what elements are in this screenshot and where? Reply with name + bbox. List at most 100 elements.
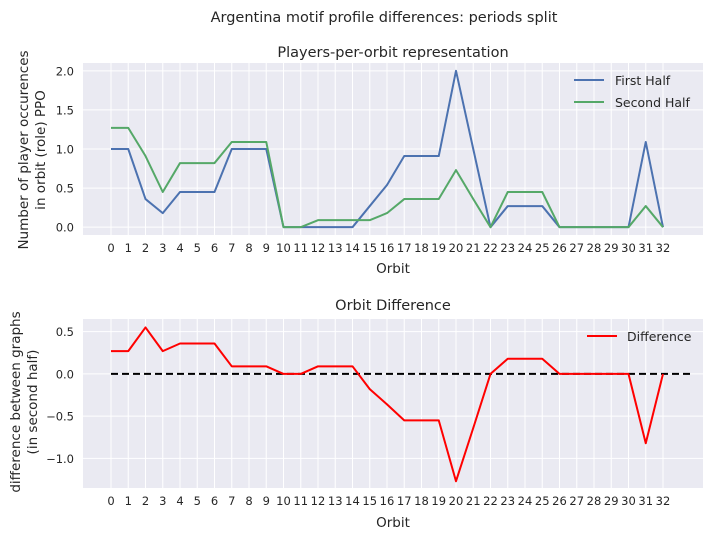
ppo-y-axis-label-line1: Number of player occurences (16, 50, 32, 249)
x-tick-label: 11 (293, 494, 308, 508)
y-tick-label: 0.0 (56, 221, 74, 235)
difference-chart-title: Orbit Difference (335, 298, 451, 314)
difference-y-ticks: −1.0 −0.5 0.0 0.5 (46, 325, 74, 466)
legend-second-half-label: Second Half (615, 95, 691, 110)
ppo-legend: First Half Second Half (574, 73, 691, 110)
difference-y-axis-label-line2: (in second half) (25, 350, 41, 455)
x-tick-label: 3 (159, 494, 166, 508)
x-tick-label: 1 (125, 241, 132, 255)
x-tick-label: 0 (107, 494, 114, 508)
x-tick-label: 13 (328, 494, 343, 508)
y-tick-label: 1.5 (56, 103, 74, 117)
x-tick-label: 26 (552, 241, 567, 255)
y-tick-label: 0.5 (56, 325, 74, 339)
x-tick-label: 30 (621, 494, 636, 508)
x-tick-label: 2 (142, 494, 149, 508)
y-tick-label: −1.0 (46, 452, 74, 466)
x-tick-label: 9 (263, 494, 270, 508)
x-tick-label: 17 (397, 494, 412, 508)
x-tick-label: 31 (638, 494, 653, 508)
x-tick-label: 32 (656, 494, 671, 508)
x-tick-label: 23 (500, 241, 515, 255)
legend-difference-label: Difference (627, 329, 692, 344)
x-tick-label: 26 (552, 494, 567, 508)
x-tick-label: 7 (228, 241, 235, 255)
x-tick-label: 14 (345, 241, 360, 255)
ppo-y-axis-label-line2: in orbit (role) PPO (33, 90, 49, 210)
x-tick-label: 25 (535, 241, 550, 255)
y-tick-label: 2.0 (56, 64, 74, 78)
figure-suptitle: Argentina motif profile differences: per… (211, 10, 558, 26)
x-tick-label: 29 (604, 241, 619, 255)
x-tick-label: 19 (431, 241, 446, 255)
difference-x-axis-label: Orbit (376, 515, 410, 531)
x-tick-label: 16 (380, 241, 395, 255)
ppo-series (111, 69, 664, 229)
x-tick-label: 15 (362, 494, 377, 508)
x-tick-label: 17 (397, 241, 412, 255)
x-tick-label: 16 (380, 494, 395, 508)
x-tick-label: 2 (142, 241, 149, 255)
x-tick-label: 30 (621, 241, 636, 255)
x-tick-label: 4 (176, 241, 183, 255)
x-tick-label: 9 (263, 241, 270, 255)
x-tick-label: 7 (228, 494, 235, 508)
y-tick-label: −0.5 (46, 410, 74, 424)
x-tick-label: 6 (211, 494, 218, 508)
difference-legend: Difference (587, 329, 692, 344)
x-tick-label: 27 (569, 494, 584, 508)
x-tick-label: 5 (194, 494, 201, 508)
x-tick-label: 20 (449, 241, 464, 255)
x-tick-label: 24 (518, 241, 533, 255)
x-tick-label: 27 (569, 241, 584, 255)
x-tick-label: 11 (293, 241, 308, 255)
ppo-chart: 0.00.51.01.52.0 0 1 2 3 4 5 6 7 8 9 10 11 12 13 14 15 16… (16, 45, 703, 277)
x-tick-label: 18 (414, 241, 429, 255)
x-tick-label: 20 (449, 494, 464, 508)
x-tick-label: 21 (466, 241, 481, 255)
difference-series (111, 326, 664, 483)
x-tick-label: 1 (125, 494, 132, 508)
x-tick-label: 14 (345, 494, 360, 508)
x-tick-label: 32 (656, 241, 671, 255)
x-tick-label: 25 (535, 494, 550, 508)
second-half-line (111, 126, 664, 229)
x-tick-label: 22 (483, 241, 498, 255)
ppo-x-axis-label: Orbit (376, 261, 410, 277)
legend-first-half-label: First Half (615, 73, 671, 88)
x-tick-label: 21 (466, 494, 481, 508)
x-tick-label: 0 (107, 241, 114, 255)
y-tick-label: 0.0 (56, 367, 74, 381)
x-tick-label: 31 (638, 241, 653, 255)
x-tick-label: 4 (176, 494, 183, 508)
difference-line (111, 326, 664, 483)
x-tick-label: 13 (328, 241, 343, 255)
x-tick-label: 18 (414, 494, 429, 508)
x-tick-label: 12 (311, 494, 326, 508)
difference-chart: −1.0−0.50.00.5 0 1 2 3 4 5 6 7 8 9 10 11 12 13 14 15 16 1… (8, 298, 703, 531)
difference-x-ticks: 0 1 2 3 4 5 6 7 8 9 10 11 12 13 14 15 16 17 18 19 20 21 22 23 24… (107, 494, 670, 508)
x-tick-label: 19 (431, 494, 446, 508)
x-tick-label: 10 (276, 241, 291, 255)
x-tick-label: 28 (587, 494, 602, 508)
x-tick-label: 6 (211, 241, 218, 255)
x-tick-label: 8 (245, 494, 252, 508)
difference-plot-area (83, 319, 703, 488)
x-tick-label: 22 (483, 494, 498, 508)
x-tick-label: 12 (311, 241, 326, 255)
ppo-chart-title: Players-per-orbit representation (277, 45, 508, 61)
x-tick-label: 15 (362, 241, 377, 255)
difference-gridlines (83, 319, 703, 488)
x-tick-label: 10 (276, 494, 291, 508)
ppo-x-ticks: 0 1 2 3 4 5 6 7 8 9 10 11 12 13 14 15 16 17 18 19 20 21 22 23 24… (107, 241, 670, 255)
ppo-y-ticks: 0.0 0.5 1.0 1.5 2.0 (56, 64, 74, 234)
x-tick-label: 5 (194, 241, 201, 255)
y-tick-label: 1.0 (56, 143, 74, 157)
x-tick-label: 29 (604, 494, 619, 508)
x-tick-label: 3 (159, 241, 166, 255)
x-tick-label: 24 (518, 494, 533, 508)
y-tick-label: 0.5 (56, 182, 74, 196)
x-tick-label: 28 (587, 241, 602, 255)
x-tick-label: 8 (245, 241, 252, 255)
